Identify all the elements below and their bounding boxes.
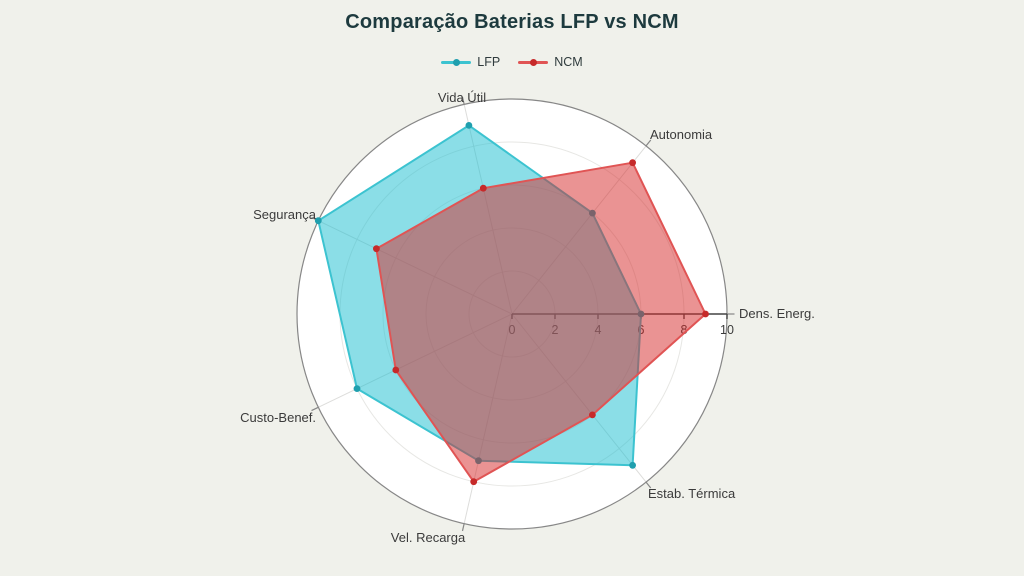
- data-point-ncm-7: [589, 411, 596, 419]
- data-point-ncm-4: [373, 245, 380, 253]
- axis-label-4: Segurança: [253, 207, 317, 222]
- data-point-lfp-4: [314, 217, 322, 225]
- axis-label-3: Vida Útil: [438, 90, 486, 105]
- radial-tick-label: 10: [720, 323, 734, 337]
- chart-legend: LFP NCM: [0, 55, 1024, 69]
- axis-label-2: Autonomia: [650, 127, 713, 142]
- ncm-line-marker-icon: [518, 57, 549, 67]
- axis-label-6: Vel. Recarga: [391, 530, 466, 545]
- data-point-ncm-5: [392, 366, 400, 374]
- data-point-ncm-3: [479, 184, 487, 192]
- data-point-ncm-2: [629, 159, 636, 167]
- axis-label-5: Custo-Benef.: [240, 410, 316, 425]
- axis-label-7: Estab. Térmica: [648, 486, 736, 501]
- category-labels: Dens. Energ. Autonomia Vida Útil Segurança C…: [240, 90, 815, 545]
- legend-label-ncm: NCM: [554, 55, 583, 69]
- data-point-ncm-6: [470, 478, 478, 486]
- series-ncm: [373, 159, 709, 486]
- page-title: Comparação Baterias LFP vs NCM: [345, 11, 679, 33]
- legend-item-ncm[interactable]: NCM: [518, 55, 583, 69]
- lfp-line-marker-icon: [441, 57, 472, 67]
- legend-item-lfp[interactable]: LFP: [441, 55, 500, 69]
- data-point-lfp-5: [353, 385, 361, 392]
- data-point-lfp-7: [629, 461, 636, 469]
- legend-label-lfp: LFP: [477, 55, 501, 69]
- data-point-ncm-1: [702, 310, 709, 318]
- axis-label-1: Dens. Energ.: [739, 306, 815, 321]
- data-point-lfp-3: [465, 122, 473, 129]
